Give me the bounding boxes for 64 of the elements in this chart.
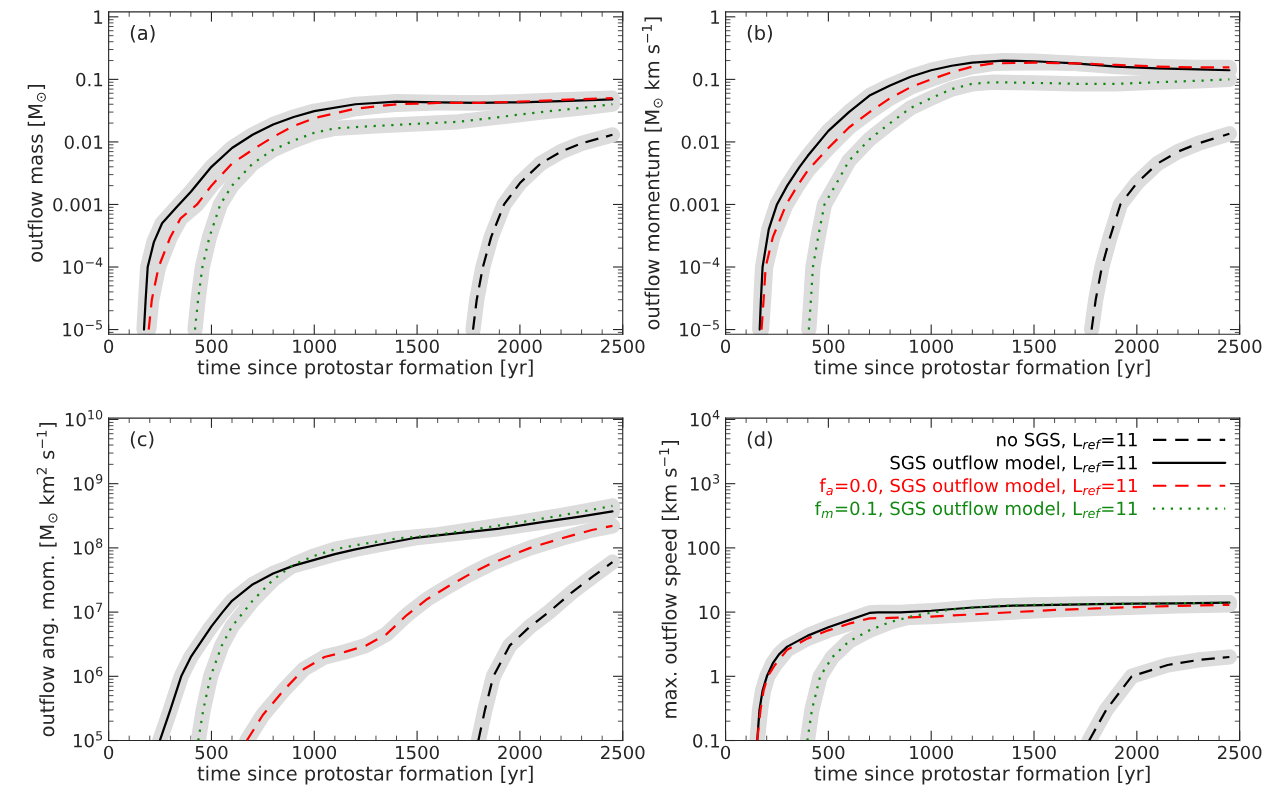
y-tick-label: 10$^{5}$ (73, 731, 103, 748)
y-tick-label: 1 (711, 670, 720, 684)
x-tick-label: 1500 (1013, 339, 1056, 354)
annotation: (a) (130, 25, 155, 43)
y-tick-label: 10$^{3}$ (690, 474, 720, 491)
x-tick-label: 500 (812, 339, 845, 354)
legend-label: SGS outflow model, L$_{ref}$=11 (890, 455, 1137, 473)
y-tick-label: 10$^{6}$ (73, 666, 103, 684)
y-axis-title: outflow ang. mom. [M$_{⊙}$ km$^{2}$ s$^{−1}$] (36, 422, 59, 737)
y-tick-label: 10$^{−5}$ (680, 320, 719, 337)
x-tick-label: 2500 (1218, 339, 1262, 354)
x-tick-label: 500 (195, 339, 228, 354)
y-tick-label: 0.01 (681, 135, 720, 150)
x-tick-label: 2500 (601, 745, 645, 760)
y-tick-label: 10$^{7}$ (73, 602, 103, 620)
y-tick-label: 1 (94, 10, 103, 24)
legend-label: f$_{a}$=0.0, SGS outflow model, L$_{ref}$=11 (819, 478, 1137, 496)
x-tick-label: 2000 (1115, 745, 1159, 760)
y-axis-title: max. outflow speed [km s$^{−1}$] (659, 440, 681, 718)
y-tick-label: 0.1 (693, 72, 720, 87)
annotation: (c) (130, 431, 154, 449)
x-axis-title: time since protostar formation [yr] (197, 359, 533, 379)
y-tick-label: 10 (699, 605, 720, 620)
y-tick-label: 10$^{−4}$ (63, 257, 103, 274)
legend-label: f$_{m}$=0.1, SGS outflow model, L$_{ref}$=11 (815, 501, 1137, 519)
y-tick-label: 10$^{10}$ (65, 409, 103, 427)
x-tick-label: 500 (812, 745, 845, 760)
y-tick-label: 10$^{4}$ (690, 410, 720, 427)
y-axis-title: outflow momentum [M$_{⊙}$ km s$^{−1}$] (641, 17, 663, 330)
x-tick-label: 1000 (293, 745, 337, 760)
y-tick-label: 10$^{−4}$ (680, 257, 720, 274)
x-axis-title: time since protostar formation [yr] (814, 765, 1150, 785)
x-tick-label: 1500 (396, 745, 439, 760)
x-tick-label: 0 (104, 745, 114, 760)
x-tick-label: 2000 (1115, 339, 1159, 354)
y-tick-label: 0.01 (64, 135, 103, 150)
x-tick-label: 2000 (498, 339, 542, 354)
x-tick-label: 1000 (293, 339, 337, 354)
y-tick-label: 0.001 (670, 197, 720, 212)
x-axis-title: time since protostar formation [yr] (814, 359, 1150, 379)
annotation: (b) (747, 25, 772, 43)
x-tick-label: 1500 (1013, 745, 1056, 760)
x-tick-label: 500 (195, 745, 228, 760)
x-tick-label: 2500 (1218, 745, 1262, 760)
y-tick-label: 1 (711, 10, 720, 24)
y-axis-title: outflow mass [M$_{⊙}$] (27, 85, 46, 262)
y-tick-label: 0.001 (53, 197, 103, 212)
annotation: (d) (747, 431, 772, 449)
x-tick-label: 2000 (498, 745, 542, 760)
x-tick-label: 1000 (910, 745, 953, 760)
x-tick-label: 1000 (910, 339, 953, 354)
y-tick-label: 10$^{−5}$ (63, 320, 103, 337)
legend-label: no SGS, L$_{ref}$=11 (997, 432, 1137, 450)
y-tick-label: 0.1 (76, 72, 103, 87)
x-tick-label: 0 (721, 745, 731, 760)
x-tick-label: 0 (721, 339, 731, 354)
y-tick-label: 0.1 (693, 733, 720, 748)
x-axis-title: time since protostar formation [yr] (197, 765, 533, 785)
y-tick-label: 10$^{9}$ (73, 474, 103, 491)
x-tick-label: 0 (104, 339, 114, 354)
x-tick-label: 2500 (601, 339, 645, 354)
y-tick-label: 10$^{8}$ (73, 538, 103, 555)
y-tick-label: 100 (688, 541, 720, 556)
x-tick-label: 1500 (396, 339, 439, 354)
